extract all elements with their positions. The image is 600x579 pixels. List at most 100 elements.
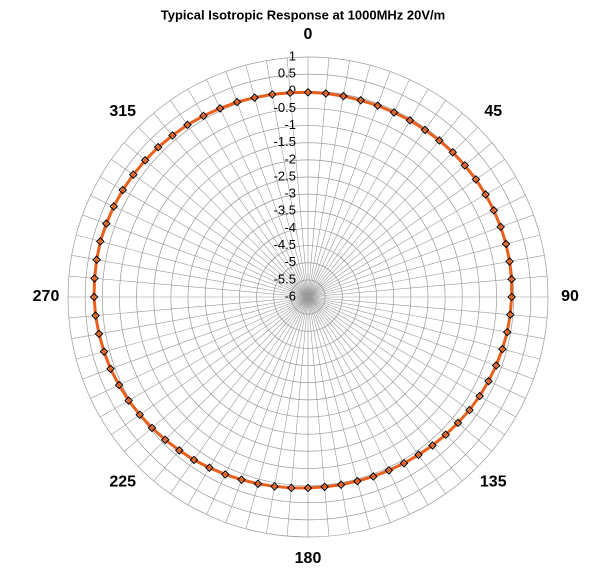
- marker: [507, 292, 516, 302]
- marker: [496, 222, 505, 232]
- marker: [250, 93, 259, 102]
- grid-ring: [153, 142, 463, 452]
- r-tick-label: 1: [289, 48, 296, 63]
- marker: [448, 147, 458, 157]
- marker: [384, 466, 394, 475]
- marker: [420, 125, 430, 135]
- marker: [147, 423, 157, 433]
- marker: [168, 131, 177, 140]
- marker: [90, 274, 99, 283]
- marker: [114, 380, 124, 390]
- marker: [303, 88, 313, 97]
- grid-ring: [67, 56, 549, 538]
- marker: [232, 97, 242, 107]
- marker: [91, 311, 100, 320]
- marker: [460, 161, 470, 170]
- grid-ring: [136, 125, 480, 469]
- r-tick-label: -6: [284, 288, 296, 303]
- marker: [484, 376, 493, 386]
- marker: [321, 89, 331, 98]
- grid-ring: [273, 262, 343, 332]
- marker: [505, 257, 514, 266]
- grid-ring: [290, 279, 326, 315]
- r-tick-label: -2: [284, 151, 296, 166]
- marker: [489, 206, 499, 215]
- marker: [481, 190, 490, 199]
- marker: [237, 475, 246, 484]
- r-tick-label: -2.5: [274, 168, 296, 183]
- marker: [399, 458, 409, 468]
- r-tick-label: -5.5: [274, 271, 296, 286]
- r-tick-label: -1: [284, 117, 296, 132]
- angle-label: 0: [304, 26, 313, 43]
- marker: [501, 239, 511, 249]
- marker: [389, 108, 399, 117]
- marker: [174, 446, 184, 455]
- marker: [109, 202, 119, 211]
- r-tick-label: -0.5: [274, 100, 296, 115]
- series-line: [92, 90, 514, 490]
- marker: [270, 482, 279, 491]
- marker: [92, 255, 101, 265]
- marker: [441, 430, 451, 440]
- r-tick-label: -5: [284, 254, 296, 269]
- angle-label: 315: [109, 103, 136, 120]
- chart-title: Typical Isotropic Response at 1000MHz 20…: [161, 7, 445, 22]
- angle-label: 90: [561, 288, 579, 305]
- r-tick-label: 0: [289, 83, 296, 98]
- marker: [129, 170, 138, 179]
- marker: [320, 482, 329, 492]
- marker: [96, 237, 105, 246]
- r-tick-label: -4.5: [274, 237, 296, 252]
- grid-ring: [170, 159, 446, 435]
- marker: [507, 274, 516, 284]
- marker: [118, 185, 128, 195]
- marker: [414, 450, 423, 460]
- marker: [369, 472, 378, 481]
- angle-label: 135: [480, 473, 507, 490]
- marker: [505, 310, 515, 319]
- marker: [106, 364, 115, 374]
- marker: [373, 101, 382, 110]
- marker: [89, 292, 99, 302]
- marker: [435, 136, 444, 145]
- marker: [471, 175, 481, 184]
- grid-ring: [84, 73, 532, 521]
- grid-ring: [187, 176, 429, 418]
- marker: [475, 391, 484, 401]
- grid-ring: [256, 245, 360, 349]
- marker: [124, 396, 133, 405]
- marker: [339, 91, 348, 101]
- marker: [160, 435, 170, 445]
- angle-label: 270: [33, 288, 60, 305]
- angle-label: 225: [109, 473, 136, 490]
- marker: [220, 470, 230, 479]
- marker: [205, 463, 214, 473]
- marker: [303, 483, 313, 493]
- marker: [285, 88, 295, 98]
- r-tick-label: -3.5: [274, 203, 296, 218]
- r-tick-label: -1.5: [274, 134, 296, 149]
- marker: [199, 111, 208, 121]
- marker: [428, 441, 437, 450]
- marker: [491, 361, 501, 370]
- marker: [336, 480, 346, 490]
- marker: [286, 483, 296, 493]
- angle-label: 45: [484, 103, 502, 120]
- marker: [94, 329, 104, 339]
- marker: [498, 344, 507, 354]
- marker: [267, 90, 277, 99]
- grid-ring: [221, 210, 395, 384]
- grid-ring: [204, 193, 412, 401]
- grid-ring: [239, 228, 377, 366]
- marker: [183, 120, 192, 130]
- r-tick-label: -4: [284, 220, 296, 235]
- marker: [502, 327, 512, 337]
- marker: [153, 142, 163, 152]
- marker: [356, 95, 366, 105]
- angle-label: 180: [295, 550, 322, 567]
- marker: [253, 479, 263, 489]
- marker: [465, 405, 474, 415]
- r-tick-label: 0.5: [278, 66, 296, 81]
